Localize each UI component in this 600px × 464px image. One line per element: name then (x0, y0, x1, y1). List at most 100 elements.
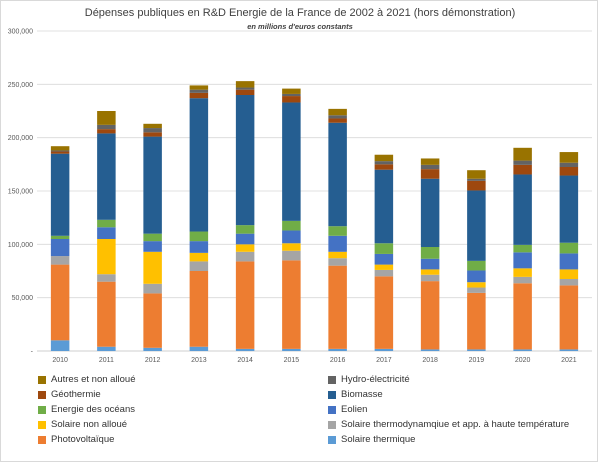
bar-segment-2013 (189, 271, 209, 347)
x-tick-label: 2018 (422, 357, 438, 364)
x-tick-label: 2012 (145, 357, 161, 364)
bar-segment-2012 (143, 132, 162, 137)
x-tick-label: 2016 (330, 357, 346, 364)
bar-segment-2014 (235, 244, 255, 252)
bar-segment-2018 (420, 178, 440, 247)
bar-segment-2018 (420, 274, 440, 282)
x-tick-label: 2020 (515, 357, 531, 364)
bar-segment-2018 (420, 169, 440, 179)
bar-segment-2011 (97, 281, 116, 347)
bar-segment-2013 (189, 98, 209, 232)
legend-label: Géothermie (51, 389, 101, 400)
legend-item: Solaire thermodynamqiue et app. à haute … (328, 419, 569, 430)
bar-segment-2015 (282, 102, 301, 221)
legend-label: Energie des océans (51, 404, 135, 415)
bar-segment-2014 (235, 95, 255, 226)
bar-segment-2021 (559, 253, 579, 270)
bar-chart-plot: - 50,000 100,000 150,000 200,000 250,000 300,0… (8, 29, 592, 364)
legend-swatch (38, 390, 46, 399)
bar-segment-2016 (328, 258, 347, 266)
bar-segment-2020 (513, 283, 532, 350)
legend-label: Hydro-électricité (341, 374, 410, 385)
legend-item: Eolien (328, 404, 367, 415)
legend-swatch (328, 420, 336, 429)
x-tick-label: 2017 (376, 357, 392, 364)
bar-segment-2012 (143, 123, 162, 129)
bar-segment-2017 (374, 348, 394, 351)
x-tick-label: 2015 (284, 357, 300, 364)
bar-segment-2021 (559, 162, 579, 167)
bar-segment-2020 (513, 164, 532, 175)
bar-segment-2013 (189, 261, 209, 271)
bar-segment-2011 (97, 124, 116, 130)
bar-segment-2018 (420, 258, 440, 270)
bar-segment-2021 (559, 279, 579, 286)
y-tick-label: 100,000 (8, 242, 33, 249)
bar-segment-2019 (467, 260, 486, 271)
chart-title: Dépenses publiques en R&D Energie de la … (84, 7, 516, 19)
legend-label: Biomasse (341, 389, 383, 400)
chart-subtitle: en millions d'euros constants (247, 22, 353, 31)
bar-segment-2017 (374, 154, 394, 162)
bar-segment-2019 (467, 287, 486, 293)
bar-segment-2019 (467, 349, 486, 351)
bar-segment-2012 (143, 251, 162, 284)
bar-segment-2010 (50, 150, 70, 152)
bar-segment-2014 (235, 348, 255, 351)
bar-segment-2020 (513, 252, 532, 269)
bar-segment-2010 (50, 146, 70, 151)
y-tick-label: 300,000 (8, 29, 33, 36)
legend-swatch (38, 435, 46, 444)
bar-segment-2014 (235, 89, 255, 95)
bar-segment-2010 (50, 239, 70, 257)
bar-segment-2020 (513, 174, 532, 245)
bar-segment-2013 (189, 252, 209, 262)
bar-segment-2021 (559, 167, 579, 176)
bar-segment-2012 (143, 283, 162, 294)
bar-segment-2014 (235, 233, 255, 245)
bar-segment-2011 (97, 111, 116, 125)
bar-segment-2015 (282, 220, 301, 231)
bar-segment-2012 (143, 128, 162, 133)
bar-segment-2017 (374, 169, 394, 244)
bar-segment-2013 (189, 89, 209, 93)
bar-segment-2018 (420, 247, 440, 259)
bar-segment-2021 (559, 269, 579, 279)
bar-segment-2013 (189, 241, 209, 253)
bar-segment-2012 (143, 241, 162, 252)
legend-label: Solaire thermodynamqiue et app. à haute … (341, 419, 570, 430)
bar-segment-2017 (374, 164, 394, 170)
bar-segment-2019 (467, 180, 486, 191)
x-tick-label: 2014 (237, 357, 253, 364)
bar-segment-2011 (97, 133, 116, 220)
bar-segment-2018 (420, 269, 440, 275)
bar-segment-2011 (97, 219, 116, 228)
bar-segment-2017 (374, 276, 394, 349)
bar-segment-2011 (97, 274, 116, 282)
y-tick-label: - (31, 349, 34, 356)
x-tick-label: 2021 (561, 357, 577, 364)
bar-segment-2016 (328, 348, 347, 351)
bar-segment-2015 (282, 93, 301, 97)
bar-segment-2020 (513, 160, 532, 165)
legend-item: Solaire thermique (328, 434, 415, 445)
bar-segment-2019 (467, 282, 486, 288)
bar-segment-2019 (467, 170, 486, 179)
bar-segment-2016 (328, 108, 347, 116)
legend-item: Photovoltaïque (38, 434, 114, 445)
bar-segment-2014 (235, 261, 255, 349)
legend-label: Solaire non alloué (51, 419, 128, 430)
bar-segment-2011 (97, 346, 116, 351)
bar-segment-2018 (420, 281, 440, 350)
bar-segment-2019 (467, 270, 486, 283)
bar-segment-2017 (374, 243, 394, 254)
y-tick-label: 200,000 (8, 135, 33, 142)
legend-item: Solaire non alloué (38, 419, 127, 430)
bar-segment-2011 (97, 227, 116, 239)
legend-swatch (328, 435, 336, 444)
bar-segment-2013 (189, 85, 209, 90)
bar-segment-2021 (559, 242, 579, 254)
bar-segment-2013 (189, 92, 209, 99)
bar-segment-2017 (374, 264, 394, 270)
bar-segment-2015 (282, 250, 301, 261)
